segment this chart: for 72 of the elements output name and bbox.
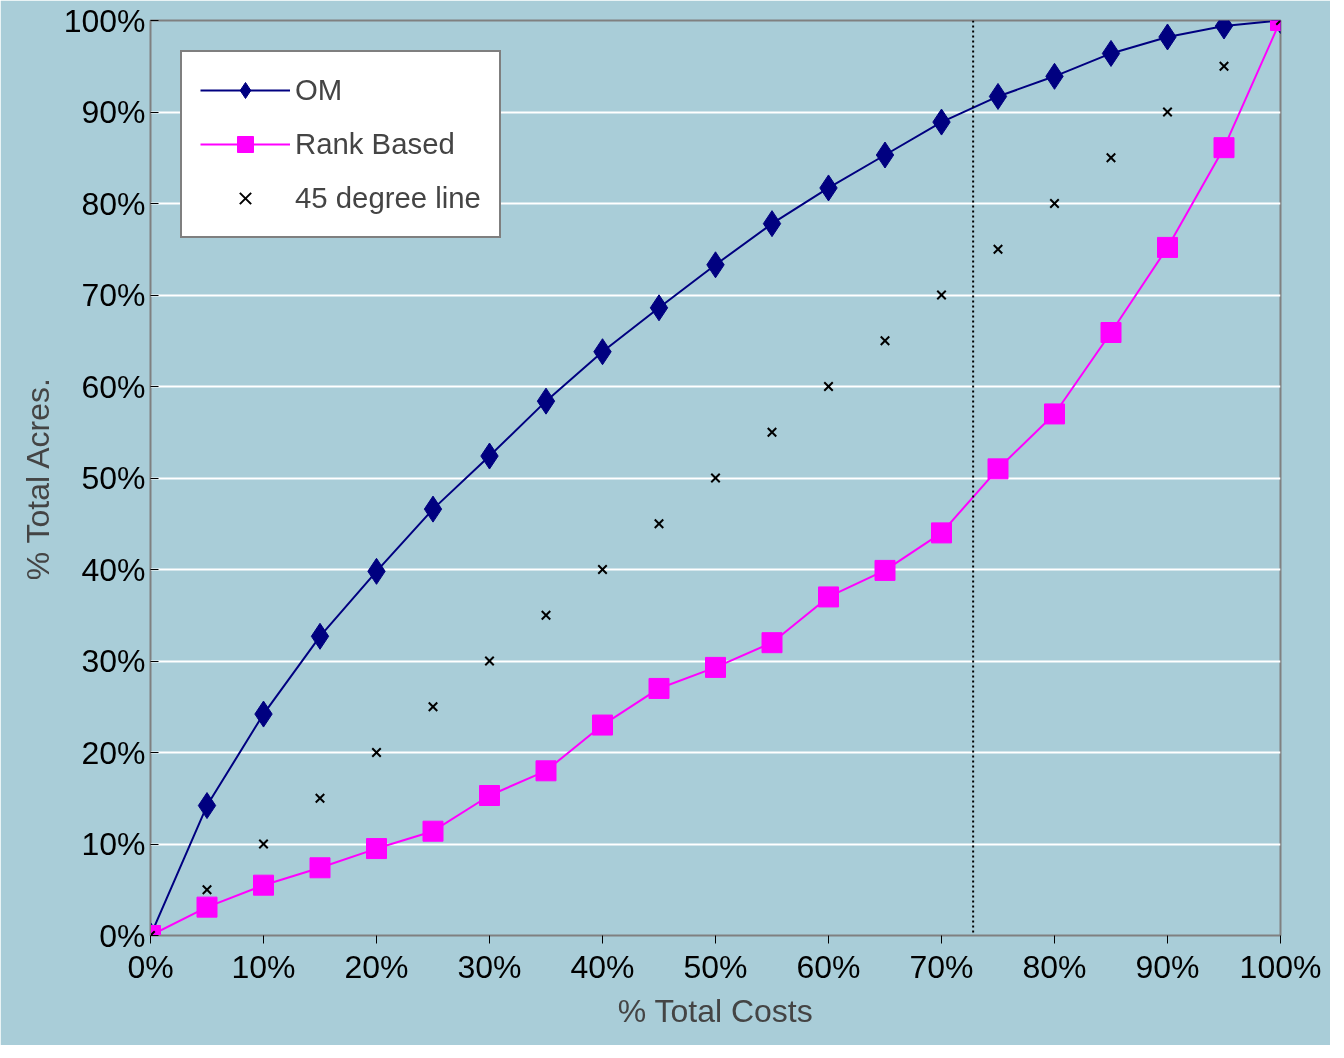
point [705,656,726,678]
x-tick-label: 60% [796,948,861,985]
point [1100,322,1122,344]
x-tick-label: 90% [1135,948,1200,985]
legend-label: Rank Based [295,127,455,161]
point [196,896,218,918]
point [710,472,721,484]
point [423,495,443,523]
y-tick-label: 30% [81,643,146,679]
legend-label: 45 degree line [295,181,481,215]
point [371,747,382,758]
point [1044,403,1065,425]
point [253,874,274,896]
point [484,655,495,667]
point [823,381,834,392]
point [761,632,783,654]
point [309,857,331,879]
point [592,714,613,736]
x-tick-label: 20% [344,948,409,985]
point [648,677,670,699]
y-tick-label: 60% [81,368,146,405]
y-tick-label: 80% [81,185,146,222]
point [879,335,891,346]
point [197,792,217,820]
point [987,458,1009,480]
point [1162,106,1173,118]
y-tick-label: 40% [81,551,146,588]
point [366,838,387,860]
legend-label: OM [295,73,343,107]
point [762,210,782,238]
point [936,289,947,301]
point [479,785,500,807]
point [649,294,669,322]
point [818,586,839,608]
point [535,760,557,782]
y-tick-label: 100% [63,2,146,39]
x-tick-label: 10% [231,948,296,985]
x-tick-label: 100% [1239,948,1322,985]
point [653,518,665,529]
x-tick-label: 80% [1022,948,1087,985]
point [1213,137,1235,159]
point [1101,39,1121,67]
y-tick-label: 20% [81,734,146,771]
point [540,610,552,621]
point [597,564,608,575]
point [1049,198,1060,209]
point [1218,61,1230,72]
point [310,622,330,650]
point [201,884,213,895]
point [931,522,952,544]
point [1157,236,1178,258]
point [314,793,326,804]
point [766,427,778,438]
point [875,141,895,169]
x-tick-label: 40% [570,948,635,985]
y-axis-title: % Total Acres. [19,378,56,581]
y-tick-label: 70% [81,277,146,313]
point [258,838,269,850]
point [988,82,1008,110]
x-tick-label: 70% [909,948,974,985]
point [992,244,1004,255]
x-axis-title: % Total Costs [617,992,813,1029]
point [874,559,896,581]
point [427,701,439,712]
x-tick-label: 30% [457,948,522,985]
y-tick-label: 90% [81,94,146,130]
x-tick-label: 50% [683,948,748,985]
y-tick-label: 50% [81,460,146,496]
y-tick-label: 10% [81,826,146,862]
point [536,387,556,415]
point [1105,152,1117,163]
point [422,820,444,842]
